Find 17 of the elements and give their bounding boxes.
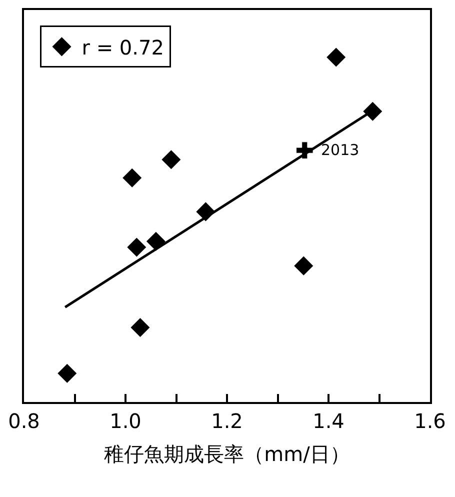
x-tick-label: 1.6 [414, 409, 446, 433]
x-axis-title: 稚仔魚期成長率（mm/日） [104, 442, 350, 466]
point [122, 168, 142, 188]
legend-label: r = 0.72 [82, 35, 164, 60]
point [326, 48, 346, 66]
annotation: 2013 [321, 141, 360, 159]
x-tick-label: 1.0 [110, 409, 142, 433]
point [127, 238, 146, 256]
point [146, 232, 166, 251]
point [58, 364, 76, 383]
point [131, 318, 150, 337]
x-tick-label: 1.4 [312, 409, 344, 433]
point [162, 150, 180, 169]
x-tick-label: 0.8 [8, 409, 40, 433]
point [294, 256, 313, 276]
x-tick-label: 1.2 [211, 409, 243, 433]
point [363, 102, 382, 121]
